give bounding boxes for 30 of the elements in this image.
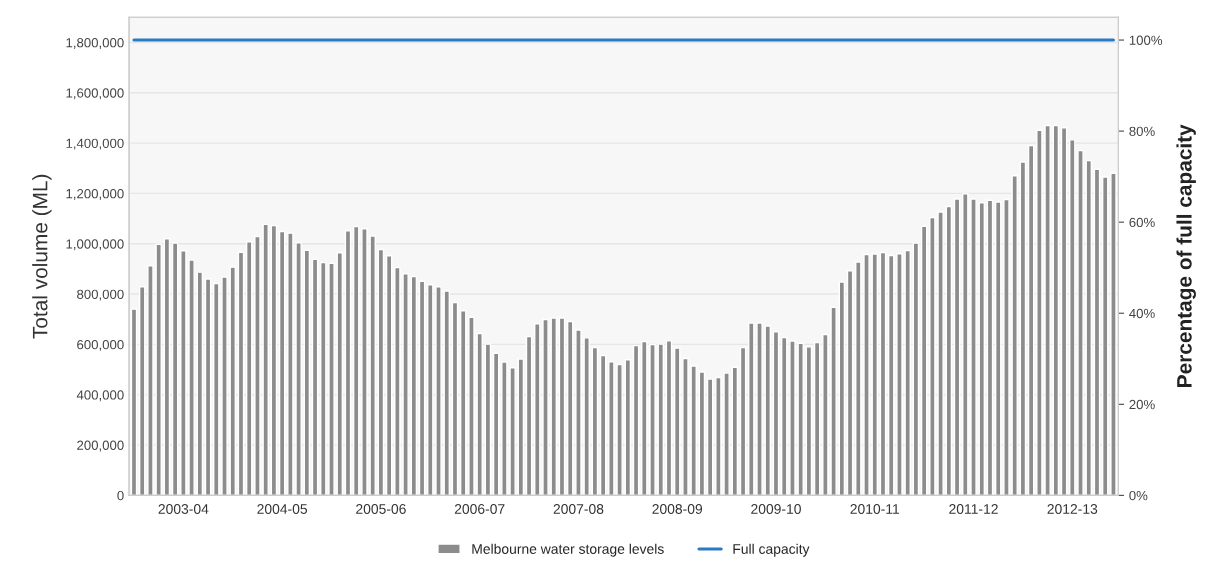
y-tick-label: 1,800,000	[66, 38, 124, 49]
y-tick-label: 1,600,000	[66, 88, 124, 100]
x-tick-label: 2008-09	[652, 504, 703, 514]
x-tick-label: 2006-07	[454, 504, 505, 514]
y-tick-label: 800,000	[77, 289, 124, 301]
x-tick-label: 2011-12	[949, 504, 998, 514]
y2-tick-label: 40%	[1129, 308, 1155, 319]
y2-tick-label: 60%	[1129, 217, 1155, 228]
y-tick-label: 0	[117, 490, 124, 501]
y-tick-label: 1,200,000	[66, 188, 124, 200]
y-tick-label: 200,000	[77, 440, 124, 452]
x-tick-label: 2004-05	[257, 504, 308, 514]
y2-tick-label: 0%	[1129, 490, 1148, 501]
y-tick-label: 1,400,000	[66, 138, 124, 150]
x-tick-label: 2007-08	[553, 504, 604, 514]
y2-tick-label: 100%	[1129, 35, 1163, 45]
y-tick-label: 1,000,000	[66, 239, 124, 251]
legend-label: Melbourne water storage levels	[472, 543, 664, 557]
y-tick-label: 600,000	[77, 339, 124, 351]
x-tick-label: 2010-11	[850, 504, 900, 514]
x-tick-label: 2003-04	[158, 504, 209, 514]
x-tick-label: 2009-10	[751, 504, 801, 514]
y2-axis-title: Percentage of full capacity	[1176, 124, 1196, 387]
y2-tick-label: 80%	[1129, 126, 1155, 137]
y-tick-label: 400,000	[76, 390, 124, 402]
x-tick-label: 2005-06	[356, 504, 406, 514]
x-tick-label: 2012-13	[1047, 504, 1098, 514]
legend-label: Full capacity	[733, 543, 810, 557]
y-axis-title: Total volume (ML)	[32, 174, 52, 339]
y2-tick-label: 20%	[1129, 399, 1155, 410]
